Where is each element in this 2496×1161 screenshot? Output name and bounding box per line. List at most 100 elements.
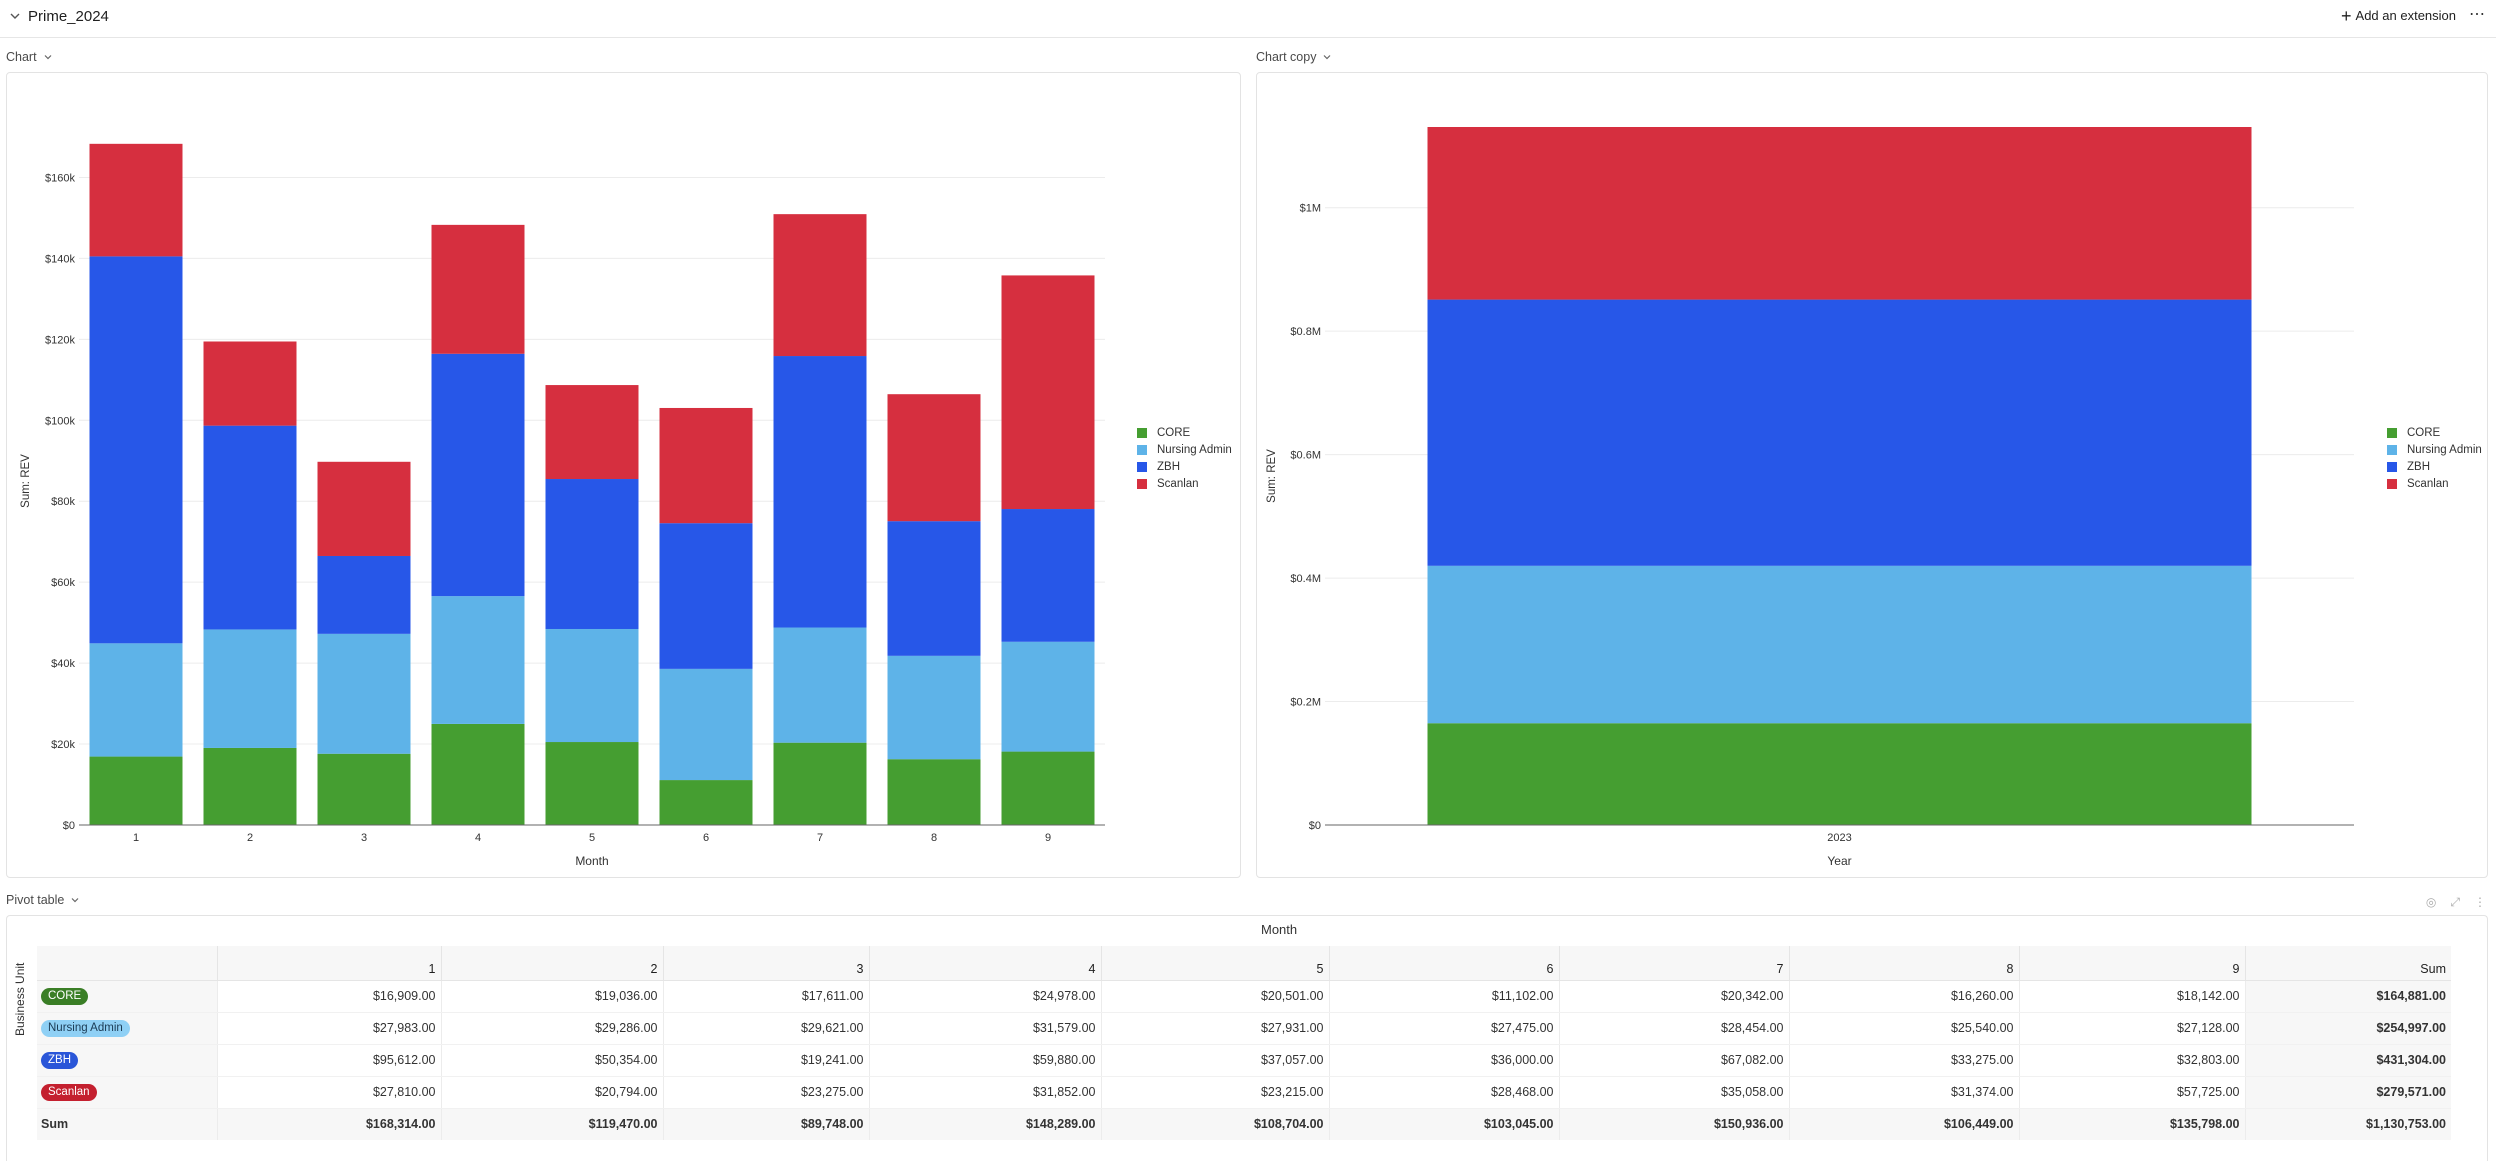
legend-label: ZBH [2407, 460, 2430, 473]
bar-segment[interactable] [887, 394, 981, 522]
bar-segment[interactable] [659, 780, 753, 825]
pivot-cell: $35,058.00 [1558, 1076, 1789, 1109]
pivot-row: Nursing Admin $27,983.00 $29,286.00 $29,621… [37, 1012, 2451, 1045]
chart-legend: CORE Nursing Admin ZBH Scanlan [2387, 424, 2482, 492]
chevron-down-icon [1324, 55, 1331, 60]
legend-item[interactable]: Scanlan [1137, 475, 1232, 492]
bar-segment[interactable] [773, 627, 867, 743]
pivot-row: Scanlan $27,810.00 $20,794.00 $23,275.00 $31… [37, 1076, 2451, 1109]
legend-item[interactable]: Nursing Admin [2387, 441, 2482, 458]
bar-segment[interactable] [1001, 751, 1095, 825]
bar-segment[interactable] [1427, 299, 2252, 566]
bar-segment[interactable] [1001, 509, 1095, 642]
y-tick-label: $1M [1300, 203, 1321, 215]
bar-segment[interactable] [431, 353, 525, 597]
bar-segment[interactable] [659, 668, 753, 781]
pivot-cell: $67,082.00 [1558, 1044, 1789, 1077]
bar-segment[interactable] [1001, 275, 1095, 510]
bar-segment[interactable] [1001, 641, 1095, 752]
pivot-corner-cell [37, 946, 217, 981]
bar-segment[interactable] [317, 461, 411, 556]
bar-segment[interactable] [545, 385, 639, 480]
chevron-down-icon[interactable] [8, 9, 22, 23]
bar-segment[interactable] [887, 759, 981, 825]
more-options-icon[interactable]: ⋯ [2469, 6, 2486, 23]
bar-segment[interactable] [773, 742, 867, 825]
bar-segment[interactable] [203, 341, 297, 426]
page-title: Prime_2024 [28, 8, 109, 25]
chart-panel-label[interactable]: Chart [6, 50, 53, 64]
business-unit-pill[interactable]: CORE [41, 987, 89, 1005]
chart-copy-panel-label[interactable]: Chart copy [1256, 50, 1332, 64]
bar-segment[interactable] [203, 629, 297, 748]
bar-segment[interactable] [1427, 127, 2252, 300]
bar-segment[interactable] [89, 756, 183, 825]
bar-segment[interactable] [545, 479, 639, 629]
bar-segment[interactable] [431, 596, 525, 724]
settings-icon[interactable]: ◎ [2425, 895, 2437, 909]
pivot-cell: $25,540.00 [1788, 1012, 2019, 1045]
pivot-column-label[interactable]: 1 [216, 946, 441, 981]
bar-segment[interactable] [89, 643, 183, 757]
bar-segment[interactable] [1427, 723, 2252, 825]
pivot-column-label[interactable]: 4 [868, 946, 1101, 981]
pivot-cell: $20,342.00 [1558, 980, 1789, 1013]
pivot-row: ZBH $95,612.00 $50,354.00 $19,241.00 $59,880… [37, 1044, 2451, 1077]
bar-segment[interactable] [431, 224, 525, 354]
pivot-panel-label[interactable]: Pivot table [6, 893, 80, 907]
pivot-cell: $50,354.00 [440, 1044, 663, 1077]
pivot-column-label[interactable]: 7 [1558, 946, 1789, 981]
bar-segment[interactable] [773, 356, 867, 628]
bar-segment[interactable] [89, 256, 183, 644]
bar-segment[interactable] [431, 723, 525, 825]
bar-segment[interactable] [887, 521, 981, 656]
business-unit-pill[interactable]: Nursing Admin [41, 1019, 130, 1037]
bar-segment[interactable] [317, 555, 411, 634]
pivot-column-label[interactable]: 5 [1100, 946, 1329, 981]
bar-segment[interactable] [545, 742, 639, 825]
pivot-sum-row: Sum $168,314.00 $119,470.00 $89,748.00 $148,… [37, 1107, 2451, 1140]
pivot-cell: $20,501.00 [1100, 980, 1329, 1013]
legend-item[interactable]: Scanlan [2387, 475, 2482, 492]
legend-item[interactable]: CORE [2387, 424, 2482, 441]
y-tick-label: $0.8M [1290, 326, 1321, 338]
bar-segment[interactable] [89, 143, 183, 257]
expand-icon[interactable]: ⤢ [2450, 895, 2460, 909]
pivot-column-label[interactable]: Sum [2244, 946, 2451, 981]
pivot-column-label[interactable]: 8 [1788, 946, 2019, 981]
monthly-revenue-chart: $0 $20k $40k $60k $80k $100k $120k $140k $160k 1 2… [20, 143, 1105, 868]
business-unit-pill[interactable]: Scanlan [41, 1083, 97, 1101]
pivot-column-label[interactable]: 3 [662, 946, 869, 981]
pivot-cell: $28,468.00 [1328, 1076, 1559, 1109]
pivot-cell: $59,880.00 [868, 1044, 1101, 1077]
legend-item[interactable]: ZBH [1137, 458, 1232, 475]
x-tick-label: 7 [817, 832, 823, 844]
x-tick-label: 2023 [1827, 832, 1851, 844]
pivot-column-label[interactable]: 6 [1328, 946, 1559, 981]
bar-segment[interactable] [773, 214, 867, 357]
bar-segment[interactable] [659, 407, 753, 524]
pivot-column-label[interactable]: 9 [2018, 946, 2245, 981]
pivot-cell: $17,611.00 [662, 980, 869, 1013]
bar-segment[interactable] [203, 425, 297, 630]
drag-handle-icon[interactable]: ⋮ [2474, 895, 2486, 909]
bar-segment[interactable] [203, 747, 297, 825]
add-extension-button[interactable]: + Add an extension [2341, 7, 2456, 25]
pivot-cell: $11,102.00 [1328, 980, 1559, 1013]
pivot-column-label[interactable]: 2 [440, 946, 663, 981]
pivot-toolbar: ◎ ⤢ ⋮ [2426, 895, 2486, 910]
bar-segment[interactable] [545, 628, 639, 743]
bar-segment[interactable] [659, 523, 753, 669]
bar-segment[interactable] [887, 655, 981, 760]
legend-item[interactable]: CORE [1137, 424, 1232, 441]
pivot-cell: $31,579.00 [868, 1012, 1101, 1045]
legend-item[interactable]: Nursing Admin [1137, 441, 1232, 458]
business-unit-pill[interactable]: ZBH [41, 1051, 78, 1069]
bar-segment[interactable] [317, 633, 411, 754]
pivot-column-header: Month [1261, 922, 1298, 937]
bar-segment[interactable] [1427, 565, 2252, 724]
pivot-cell: $27,128.00 [2018, 1012, 2245, 1045]
y-tick-label: $0.6M [1290, 450, 1321, 462]
legend-item[interactable]: ZBH [2387, 458, 2482, 475]
bar-segment[interactable] [317, 753, 411, 825]
